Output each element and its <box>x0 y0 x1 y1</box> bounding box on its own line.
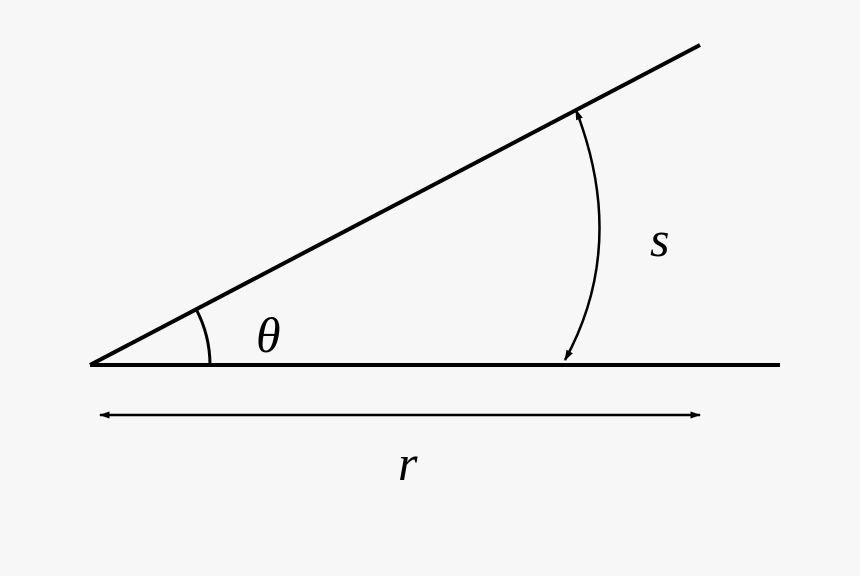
angle-diagram: θ s r <box>0 0 860 576</box>
label-s: s <box>650 211 669 267</box>
label-r: r <box>398 435 418 491</box>
label-theta: θ <box>256 307 281 363</box>
